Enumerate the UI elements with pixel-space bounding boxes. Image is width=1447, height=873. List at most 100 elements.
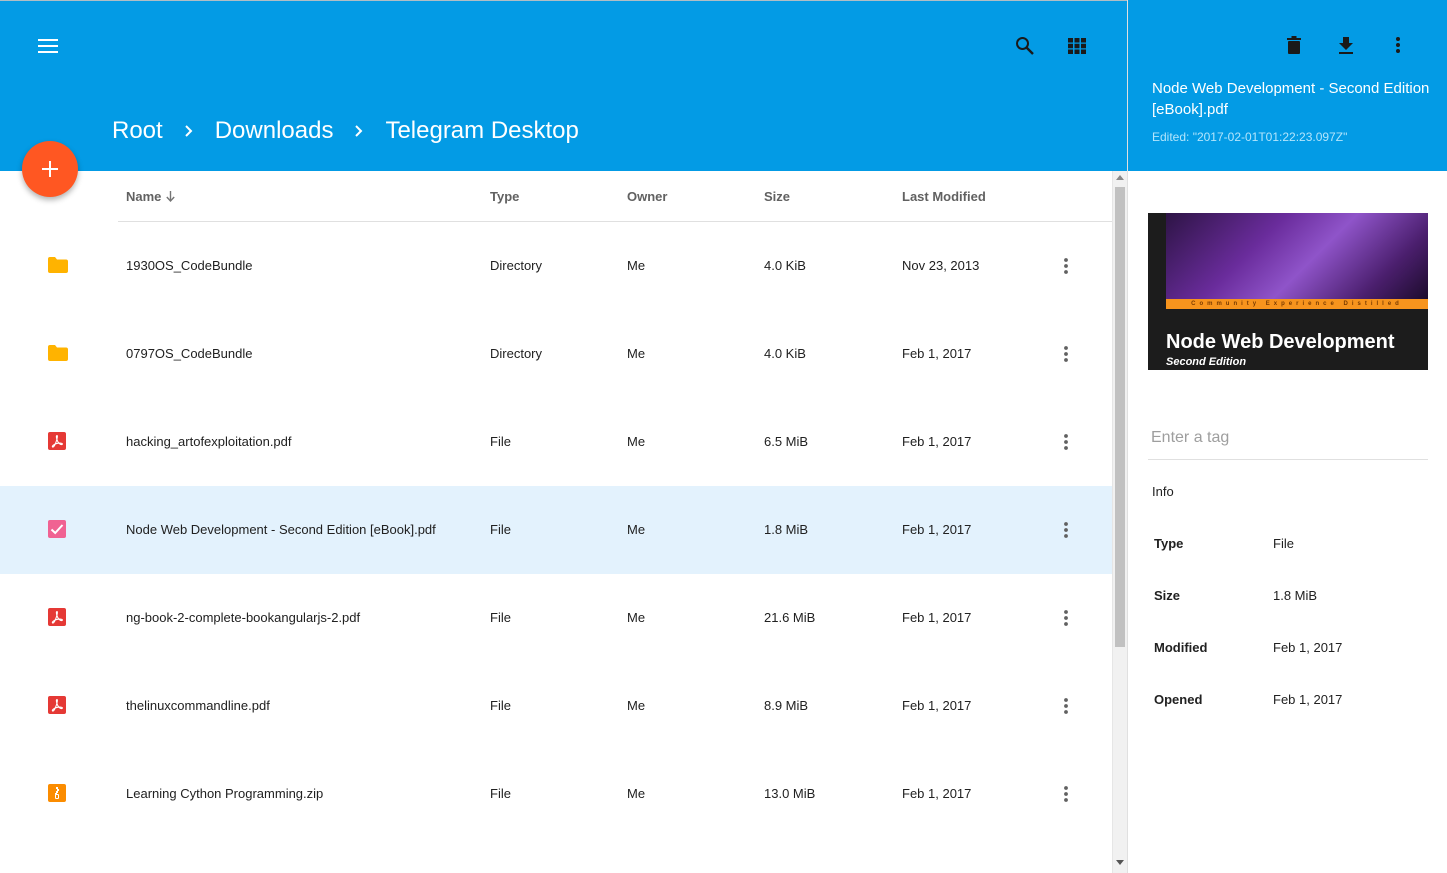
file-last-modified: Nov 23, 2013 — [902, 258, 980, 273]
table-header: Name Type Owner Size Last Modified — [118, 171, 1112, 222]
app-header: Root Downloads Telegram Desktop — [0, 0, 1127, 171]
column-header-type[interactable]: Type — [490, 189, 520, 204]
table-row[interactable]: hacking_artofexploitation.pdf File Me 6.5 M… — [0, 398, 1112, 486]
download-button[interactable] — [1326, 25, 1366, 65]
more-options-button[interactable] — [1378, 25, 1418, 65]
download-icon — [1339, 36, 1353, 54]
details-edited-timestamp: Edited: "2017-02-01T01:22:23.097Z" — [1152, 130, 1348, 144]
info-type-label: Type — [1154, 536, 1184, 551]
file-last-modified: Feb 1, 2017 — [902, 698, 972, 713]
column-header-owner[interactable]: Owner — [627, 189, 668, 204]
row-more-button[interactable] — [1051, 779, 1081, 809]
info-type-value: File — [1273, 536, 1294, 551]
more-vert-icon — [1064, 434, 1068, 450]
file-owner: Me — [627, 698, 646, 713]
row-more-button[interactable] — [1051, 251, 1081, 281]
row-more-button[interactable] — [1051, 603, 1081, 633]
info-opened-value: Feb 1, 2017 — [1273, 692, 1343, 707]
file-owner: Me — [627, 610, 646, 625]
more-vert-icon — [1064, 610, 1068, 626]
cover-title: Node Web Development — [1166, 331, 1395, 353]
menu-icon — [38, 39, 58, 53]
table-row[interactable]: 0797OS_CodeBundle Directory Me 4.0 KiB Feb 1… — [0, 310, 1112, 398]
column-header-name[interactable]: Name — [126, 189, 176, 204]
file-owner: Me — [627, 522, 646, 537]
file-size: 4.0 KiB — [764, 346, 806, 361]
file-owner: Me — [627, 258, 646, 273]
chevron-right-icon — [333, 124, 385, 138]
folder-icon — [48, 344, 68, 364]
search-button[interactable] — [1005, 26, 1045, 66]
file-type: Directory — [490, 346, 543, 361]
file-size: 6.5 MiB — [764, 434, 809, 449]
grid-view-button[interactable] — [1057, 26, 1097, 66]
file-type: File — [490, 786, 511, 801]
tag-input[interactable] — [1148, 416, 1428, 460]
checkbox-checked-icon[interactable] — [48, 520, 68, 540]
scroll-up-arrow[interactable] — [1116, 175, 1124, 180]
row-more-button[interactable] — [1051, 339, 1081, 369]
table-row[interactable]: thelinuxcommandline.pdf File Me 8.9 MiB Feb … — [0, 662, 1112, 750]
file-size: 21.6 MiB — [764, 610, 816, 625]
more-vert-icon — [1064, 786, 1068, 802]
file-type: File — [490, 610, 511, 625]
file-last-modified: Feb 1, 2017 — [902, 434, 972, 449]
table-row[interactable]: Node Web Development - Second Edition [e… — [0, 486, 1112, 574]
file-type: File — [490, 522, 511, 537]
file-owner: Me — [627, 434, 646, 449]
column-name-label: Name — [126, 189, 162, 204]
cover-strip: Community Experience Distilled — [1166, 299, 1428, 309]
zip-icon — [48, 784, 68, 804]
file-name: thelinuxcommandline.pdf — [126, 698, 270, 713]
breadcrumb-telegram-desktop[interactable]: Telegram Desktop — [385, 117, 579, 144]
more-vert-icon — [1064, 258, 1068, 274]
pdf-icon — [48, 696, 68, 716]
scrollbar[interactable] — [1112, 171, 1127, 873]
breadcrumb: Root Downloads Telegram Desktop — [112, 114, 579, 148]
table-row[interactable]: 1930OS_CodeBundle Directory Me 4.0 KiB Nov 2… — [0, 222, 1112, 310]
info-size-value: 1.8 MiB — [1273, 588, 1318, 603]
arrow-down-icon — [166, 191, 176, 202]
row-more-button[interactable] — [1051, 691, 1081, 721]
file-name: 0797OS_CodeBundle — [126, 346, 253, 361]
file-type: File — [490, 434, 511, 449]
file-preview-thumbnail: Community Experience Distilled Node Web … — [1148, 213, 1428, 370]
delete-button[interactable] — [1274, 25, 1314, 65]
info-opened-label: Opened — [1154, 692, 1203, 707]
breadcrumb-downloads[interactable]: Downloads — [214, 117, 334, 144]
more-vert-icon — [1064, 346, 1068, 362]
table-row[interactable]: Learning Cython Programming.zip File Me 13.… — [0, 750, 1112, 838]
details-file-title: Node Web Development - Second Edition [e… — [1152, 80, 1430, 118]
breadcrumb-root[interactable]: Root — [112, 117, 163, 144]
file-name: hacking_artofexploitation.pdf — [126, 434, 292, 449]
pdf-icon — [48, 432, 68, 452]
menu-button[interactable] — [28, 26, 68, 66]
add-button[interactable] — [22, 141, 78, 197]
scroll-down-arrow[interactable] — [1116, 860, 1124, 865]
plus-icon — [42, 161, 58, 177]
file-type: Directory — [490, 258, 543, 273]
more-vert-icon — [1396, 37, 1400, 53]
file-type: File — [490, 698, 511, 713]
scroll-thumb[interactable] — [1115, 187, 1125, 647]
file-owner: Me — [627, 786, 646, 801]
file-last-modified: Feb 1, 2017 — [902, 786, 972, 801]
file-last-modified: Feb 1, 2017 — [902, 346, 972, 361]
file-last-modified: Feb 1, 2017 — [902, 610, 972, 625]
file-size: 8.9 MiB — [764, 698, 809, 713]
column-header-size[interactable]: Size — [764, 189, 791, 204]
file-size: 13.0 MiB — [764, 786, 816, 801]
file-last-modified: Feb 1, 2017 — [902, 522, 972, 537]
info-heading: Info — [1152, 484, 1174, 499]
column-header-last-modified[interactable]: Last Modified — [902, 189, 986, 204]
file-list: Name Type Owner Size Last Modified 1930O… — [0, 171, 1112, 873]
folder-icon — [48, 256, 68, 276]
info-modified-value: Feb 1, 2017 — [1273, 640, 1343, 655]
file-name: ng-book-2-complete-bookangularjs-2.pdf — [126, 610, 361, 625]
file-name: Learning Cython Programming.zip — [126, 786, 324, 801]
row-more-button[interactable] — [1051, 427, 1081, 457]
file-size: 4.0 KiB — [764, 258, 806, 273]
row-more-button[interactable] — [1051, 515, 1081, 545]
table-row[interactable]: ng-book-2-complete-bookangularjs-2.pdf Fi… — [0, 574, 1112, 662]
